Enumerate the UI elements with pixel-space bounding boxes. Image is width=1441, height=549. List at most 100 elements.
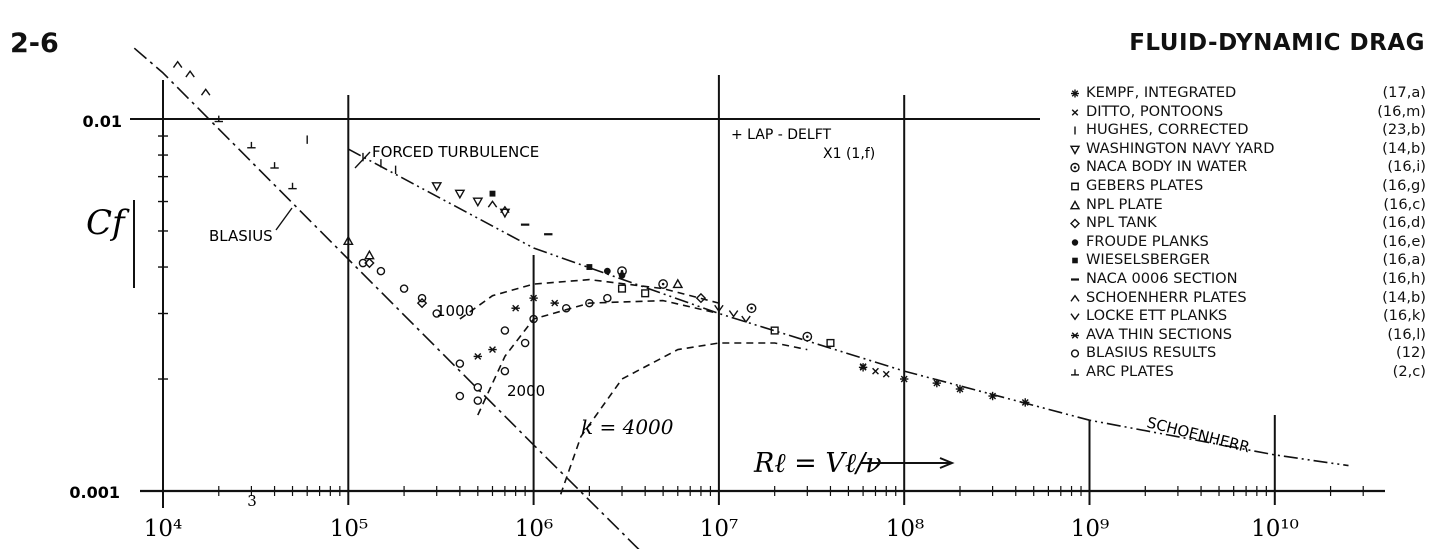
data-point xyxy=(511,304,520,312)
legend-entry: KEMPF, INTEGRATED (17,a) xyxy=(1066,84,1426,103)
legend-reference: (17,a) xyxy=(1382,84,1426,101)
xlabel-arrowhead xyxy=(939,457,955,469)
x-tick-label: 10¹⁰ xyxy=(1251,516,1299,542)
points-schoenherr-plates xyxy=(172,60,510,214)
data-point xyxy=(520,338,530,348)
data-point xyxy=(432,309,441,318)
legend-entry: WASHINGTON NAVY YARD (14,b) xyxy=(1066,140,1426,159)
legend-label: HUGHES, CORRECTED xyxy=(1086,121,1249,139)
points-ditto-pontoons xyxy=(859,363,890,378)
legend-reference: (2,c) xyxy=(1392,362,1426,380)
legend-entry: DITTO, PONTOONS (16,m) xyxy=(1066,103,1426,122)
data-point xyxy=(603,267,611,275)
legend-symbol-inverted-t xyxy=(1071,369,1079,376)
page-title: FLUID-DYNAMIC DRAG xyxy=(1129,30,1425,56)
legend-entry: BLASIUS RESULTS (12) xyxy=(1066,344,1426,363)
data-point xyxy=(586,264,593,270)
curve-layer xyxy=(133,47,1349,549)
data-point xyxy=(500,366,510,376)
data-point xyxy=(376,266,386,276)
legend-reference: (16,k) xyxy=(1382,307,1426,325)
legend-label: GEBERS PLATES xyxy=(1086,176,1204,194)
legend-reference: (16,l) xyxy=(1387,325,1426,343)
legend-label: AVA THIN SECTIONS xyxy=(1086,325,1233,343)
legend-symbol-triangle xyxy=(1069,199,1081,209)
data-point xyxy=(342,235,354,246)
legend-entry: NPL TANK (16,d) xyxy=(1066,214,1426,233)
data-point xyxy=(802,331,813,342)
legend-label: NACA BODY IN WATER xyxy=(1086,158,1248,176)
legend-entry: WIESELSBERGER (16,a) xyxy=(1066,251,1426,270)
data-point xyxy=(955,384,965,394)
x-tick-label: 10⁵ xyxy=(330,516,369,542)
annotation-lap-delft-ref: X1 (1,f) xyxy=(823,146,875,162)
legend-reference: (16,d) xyxy=(1382,214,1426,232)
data-point xyxy=(695,292,707,304)
data-point xyxy=(641,289,650,298)
data-point xyxy=(741,315,751,324)
legend-symbol-dot xyxy=(1071,239,1079,246)
data-point xyxy=(728,310,739,318)
legend-symbol-bar xyxy=(1074,126,1076,135)
points-arc-plates xyxy=(214,115,297,190)
data-point xyxy=(288,182,297,190)
points-blasius-results xyxy=(358,258,612,405)
legend-symbol-dash xyxy=(1071,278,1079,281)
legend-entry: HUGHES, CORRECTED (23,b) xyxy=(1066,121,1426,140)
data-point xyxy=(770,326,779,335)
data-point xyxy=(270,162,279,169)
series-blasius xyxy=(133,47,640,549)
data-point xyxy=(473,353,483,360)
data-point xyxy=(988,391,997,401)
points-wieselsberger xyxy=(489,190,593,270)
data-point xyxy=(472,197,484,208)
data-point xyxy=(859,363,867,371)
data-point xyxy=(364,249,375,260)
data-point xyxy=(529,314,538,324)
data-point xyxy=(826,338,835,348)
legend-reference: (16,i) xyxy=(1387,158,1426,176)
legend-label: FROUDE PLANKS xyxy=(1086,232,1209,250)
points-gebers-plates xyxy=(617,284,835,348)
legend-reference: (16,c) xyxy=(1383,195,1426,213)
data-point xyxy=(358,258,368,268)
data-point xyxy=(561,303,571,313)
data-point xyxy=(500,326,510,335)
data-point xyxy=(1021,398,1030,407)
legend-reference: (16,m) xyxy=(1377,102,1426,120)
series-1000 xyxy=(459,278,720,320)
points-naca-0006-section xyxy=(520,223,553,236)
legend-entry: NPL PLATE (16,c) xyxy=(1066,196,1426,215)
points-ava-thin-sections xyxy=(473,294,559,360)
data-point xyxy=(473,383,483,392)
ylabel: Cf xyxy=(86,203,130,243)
x-tick-label: 3 xyxy=(247,492,257,510)
data-point xyxy=(500,205,510,214)
data-point xyxy=(499,208,511,219)
legend-entry: LOCKE ETT PLANKS (16,k) xyxy=(1066,307,1426,326)
legend-label: ARC PLATES xyxy=(1086,362,1174,380)
data-point xyxy=(185,70,195,78)
legend-reference: (16,e) xyxy=(1382,232,1426,250)
data-point xyxy=(882,370,890,378)
y-tick-label: 0.001 xyxy=(69,483,120,502)
legend-symbol-circle-dot xyxy=(1070,163,1080,173)
legend-entry: AVA THIN SECTIONS (16,l) xyxy=(1066,326,1426,345)
legend-label: LOCKE ETT PLANKS xyxy=(1086,307,1228,325)
data-point xyxy=(172,60,183,68)
legend-symbol-star xyxy=(1071,331,1079,339)
legend-symbol-tri-down xyxy=(1069,145,1081,155)
legend-label: DITTO, PONTOONS xyxy=(1086,102,1224,120)
data-point xyxy=(200,88,211,96)
legend-label: WIESELSBERGER xyxy=(1086,251,1210,269)
x-tick-label: 10⁶ xyxy=(515,516,554,542)
annotation-k2000: 2000 xyxy=(507,382,545,400)
data-point xyxy=(416,297,428,309)
x-tick-label: 10⁹ xyxy=(1071,516,1110,542)
data-point xyxy=(617,284,627,293)
legend-symbol-square xyxy=(1071,182,1079,191)
points-npl-plate xyxy=(342,235,684,289)
data-point xyxy=(488,346,497,353)
legend-reference: (14,b) xyxy=(1382,288,1426,306)
